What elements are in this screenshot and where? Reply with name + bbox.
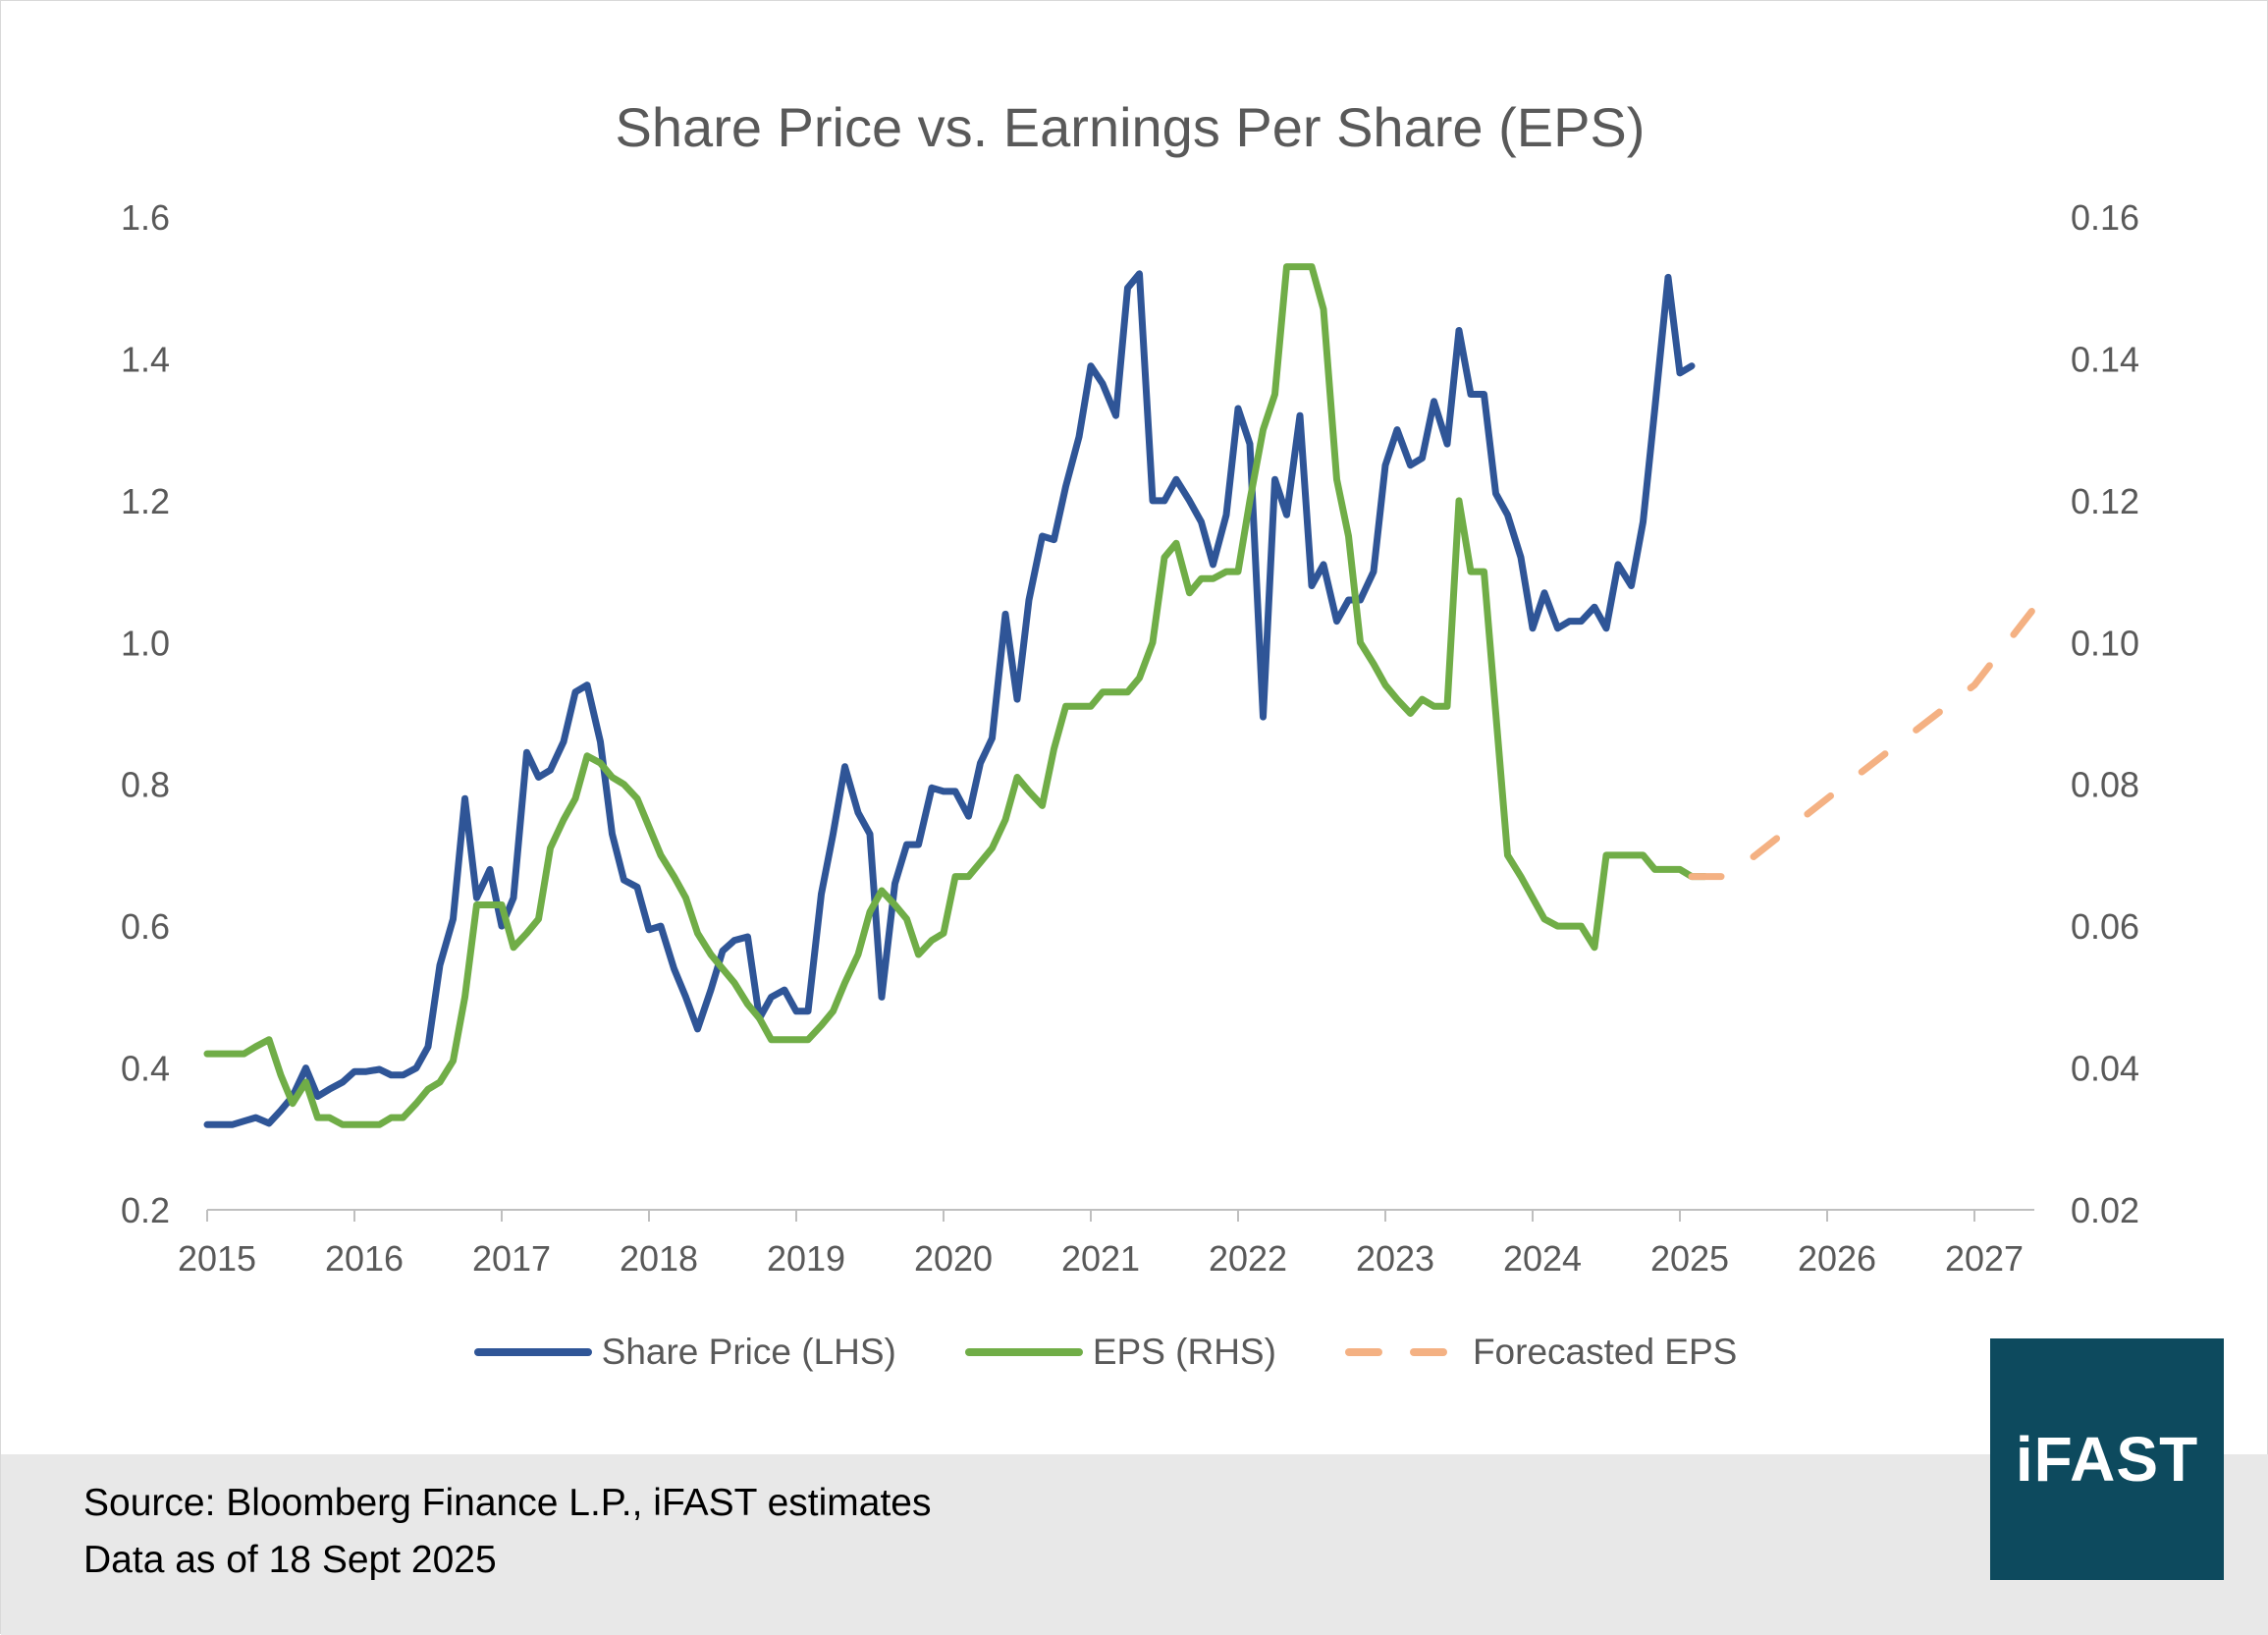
x-tick-label: 2018 xyxy=(620,1238,698,1279)
y-right-tick-label: 0.14 xyxy=(2071,339,2139,379)
y-left-tick-label: 0.6 xyxy=(121,906,170,947)
y-left-tick-label: 0.4 xyxy=(121,1049,170,1089)
series-line-share-price xyxy=(203,270,1696,1128)
x-tick-label: 2016 xyxy=(325,1238,404,1279)
chart-svg: Share Price vs. Earnings Per Share (EPS)… xyxy=(121,96,2139,1279)
x-tick-label: 2022 xyxy=(1209,1238,1287,1279)
y-left-tick-label: 1.4 xyxy=(121,339,170,379)
y-right-tick-label: 0.08 xyxy=(2071,765,2139,805)
legend-item-share-price: Share Price (LHS) xyxy=(473,1332,896,1373)
series-line-forecast-eps xyxy=(1688,600,2041,881)
legend-item-forecast: Forecasted EPS xyxy=(1344,1332,1738,1373)
y-left-tick-label: 1.2 xyxy=(121,481,170,521)
y-left-tick-label: 0.8 xyxy=(121,765,170,805)
series-layer xyxy=(203,263,2041,1128)
series-line-eps xyxy=(203,263,1708,1128)
x-tick-label: 2025 xyxy=(1650,1238,1729,1279)
chart-title: Share Price vs. Earnings Per Share (EPS) xyxy=(616,96,1646,158)
y-right-tick-label: 0.02 xyxy=(2071,1190,2139,1230)
footer: Source: Bloomberg Finance L.P., iFAST es… xyxy=(1,1454,2268,1635)
legend-swatch-eps xyxy=(964,1348,1083,1356)
legend-label-eps: EPS (RHS) xyxy=(1092,1332,1276,1372)
legend: Share Price (LHS) EPS (RHS) Forecasted E… xyxy=(1,1327,2268,1378)
y-right-tick-label: 0.06 xyxy=(2071,906,2139,947)
logo-text: iFAST xyxy=(2015,1424,2199,1495)
y-left-tick-label: 1.6 xyxy=(121,197,170,238)
legend-label-forecast: Forecasted EPS xyxy=(1472,1332,1738,1372)
y-left-tick-label: 0.2 xyxy=(121,1190,170,1230)
axes-layer: 2015 2016 2017 2018 2019 2020 2021 2022 2023 2024… xyxy=(121,197,2139,1279)
y-right-tick-label: 0.04 xyxy=(2071,1049,2139,1089)
legend-label-share-price: Share Price (LHS) xyxy=(601,1332,896,1372)
y-left-tick-label: 1.0 xyxy=(121,623,170,663)
x-tick-label: 2015 xyxy=(178,1238,256,1279)
y-right-tick-label: 0.16 xyxy=(2071,197,2139,238)
footer-source: Source: Bloomberg Finance L.P., iFAST es… xyxy=(83,1482,932,1524)
x-tick-label: 2026 xyxy=(1798,1238,1876,1279)
y-right-tick-label: 0.12 xyxy=(2071,481,2139,521)
x-tick-label: 2021 xyxy=(1061,1238,1140,1279)
legend-swatch-forecast xyxy=(1344,1348,1463,1356)
x-tick-label: 2019 xyxy=(767,1238,845,1279)
legend-swatch-share-price xyxy=(473,1348,592,1356)
x-tick-label: 2020 xyxy=(914,1238,993,1279)
x-tick-label: 2023 xyxy=(1356,1238,1434,1279)
x-tick-label: 2024 xyxy=(1503,1238,1582,1279)
x-tick-label: 2017 xyxy=(472,1238,551,1279)
legend-item-eps: EPS (RHS) xyxy=(964,1332,1276,1373)
footer-date: Data as of 18 Sept 2025 xyxy=(83,1539,497,1581)
x-tick-label: 2027 xyxy=(1945,1238,2024,1279)
y-right-tick-label: 0.10 xyxy=(2071,623,2139,663)
ifast-logo: iFAST xyxy=(1990,1338,2224,1580)
